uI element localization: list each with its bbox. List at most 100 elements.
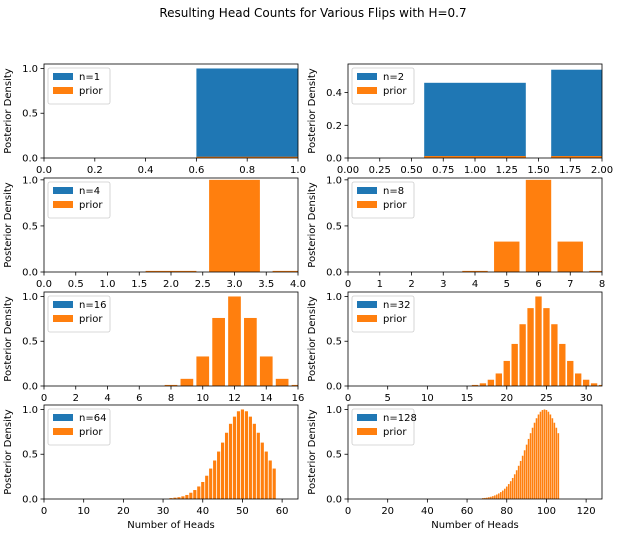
bar-prior-68: [482, 498, 484, 499]
bar-prior-18: [487, 379, 495, 386]
x-tick-label: 14: [260, 393, 273, 404]
legend-label: n=1: [79, 72, 100, 83]
bar-prior-4: [272, 270, 298, 272]
x-tick-label: 8: [599, 279, 605, 290]
y-tick-label: 0.0: [22, 154, 38, 165]
bar-prior-2: [551, 156, 602, 158]
bar-prior-2: [145, 270, 197, 272]
subplot-n8: 0 1 2 3 4 5 6 7 8 0.0 0.5 1.0 Posterior Density n=8 pr…: [307, 175, 605, 290]
x-tick-label: 1.25: [496, 165, 518, 176]
axes-frame: [347, 404, 603, 500]
legend-swatch: [357, 187, 377, 194]
x-tick-label: 60: [461, 506, 474, 517]
x-tick-label: 4: [104, 393, 110, 404]
x-tick-label: 16: [292, 393, 305, 404]
bar-prior-78: [501, 490, 504, 499]
y-tick-label: 1.0: [22, 292, 38, 303]
legend-swatch: [357, 201, 377, 208]
bar-prior-84: [513, 474, 516, 499]
y-tick-label: 0.0: [326, 154, 342, 165]
x-tick-label: 10: [421, 393, 434, 404]
bar-prior-102: [549, 414, 552, 499]
bars: [164, 296, 298, 386]
legend-swatch: [53, 201, 73, 208]
bar-prior-46: [224, 432, 229, 499]
bar-prior-42: [209, 468, 213, 499]
bar-prior-69: [484, 497, 486, 499]
x-tick-label: 25: [540, 393, 553, 404]
x-tick-label: 3.0: [227, 279, 243, 290]
bar-prior-24: [535, 296, 542, 386]
bars: [196, 68, 298, 158]
bar-prior-98: [541, 410, 544, 499]
bar-prior-38: [193, 490, 197, 499]
y-tick-label: 1.0: [22, 405, 38, 416]
legend-swatch: [53, 187, 73, 194]
x-tick-label: 1.00: [464, 165, 486, 176]
x-tick-label: 15: [461, 393, 474, 404]
subplot-n128: 0 20 40 60 80 100 120 0.0 0.5 1.0 Posterior Densit…: [307, 404, 603, 531]
bar-prior-3: [209, 179, 260, 272]
x-tick-label: 120: [577, 506, 596, 517]
x-tick-label: 1.0: [100, 279, 116, 290]
x-tick-label: 20: [500, 393, 513, 404]
bar-prior-13: [244, 317, 257, 386]
x-tick-label: 10: [77, 506, 90, 517]
bar-prior-54: [256, 432, 260, 499]
legend-swatch: [357, 428, 377, 435]
legend-label: prior: [79, 427, 103, 438]
x-tick-label: 80: [500, 506, 513, 517]
y-axis-label: Posterior Density: [3, 296, 14, 381]
bar-prior-77: [500, 492, 502, 499]
bar-prior-39: [197, 486, 201, 499]
x-tick-label: 5: [504, 279, 510, 290]
bars: [169, 409, 276, 499]
y-tick-label: 0.0: [326, 495, 342, 506]
bars: [471, 296, 602, 386]
bar-prior-105: [555, 427, 558, 499]
bars: [145, 179, 298, 272]
x-tick-label: 0.5: [68, 279, 84, 290]
y-tick-label: 0.0: [22, 382, 38, 393]
x-tick-label: 3: [440, 279, 446, 290]
bar-prior-5: [494, 241, 520, 272]
legend-label: n=32: [383, 300, 410, 311]
x-tick-label: 0: [345, 393, 351, 404]
x-tick-label: 30: [580, 393, 593, 404]
subplot-n1: 0.0 0.2 0.4 0.6 0.8 1.0 0.0 0.5 1.0 Posterior Den…: [3, 63, 306, 176]
x-tick-label: 0: [345, 506, 351, 517]
bar-prior-20: [503, 360, 510, 386]
bar-prior-99: [543, 409, 546, 499]
bar-prior-19: [495, 373, 502, 386]
bars: [482, 409, 560, 499]
bar-prior-1: [424, 156, 526, 158]
bar-prior-88: [521, 455, 524, 499]
x-tick-label: 5: [385, 393, 391, 404]
legend-label: prior: [79, 314, 103, 325]
bar-prior-72: [490, 496, 492, 499]
bar-prior-89: [523, 450, 526, 499]
x-tick-label: 1.50: [527, 165, 549, 176]
bar-prior-9: [180, 378, 194, 386]
x-tick-label: 20: [117, 506, 130, 517]
x-tick-label: 0.0: [36, 279, 52, 290]
x-tick-label: 0.8: [239, 165, 255, 176]
bar-prior-11: [212, 317, 225, 386]
legend-swatch: [53, 73, 73, 80]
legend-label: n=4: [79, 186, 100, 197]
legend-label: n=2: [383, 72, 404, 83]
legend-label: n=8: [383, 186, 404, 197]
bar-prior-91: [527, 438, 530, 499]
legend-label: prior: [383, 427, 407, 438]
legend-swatch: [357, 73, 377, 80]
x-tick-label: 4.0: [290, 279, 306, 290]
y-tick-label: 1.0: [22, 175, 38, 186]
x-tick-label: 2.00: [591, 165, 613, 176]
y-axis-label: Posterior Density: [307, 68, 318, 153]
bars: [424, 69, 602, 158]
x-tick-label: 20: [381, 506, 394, 517]
bar-prior-30: [582, 379, 590, 386]
legend-swatch: [357, 301, 377, 308]
legend-swatch: [357, 87, 377, 94]
